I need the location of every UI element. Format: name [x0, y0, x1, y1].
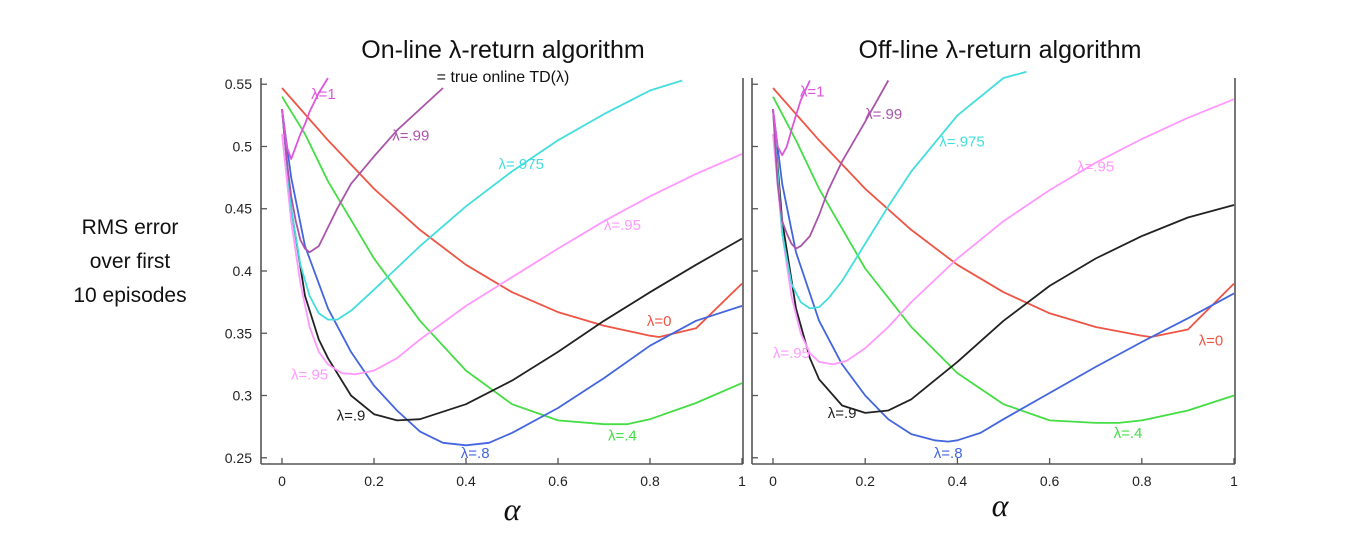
y-tick-label: 0.3: [233, 388, 253, 404]
chart-title: Off-line λ-return algorithm: [859, 36, 1142, 64]
series-line-lambda-9: [772, 109, 1235, 414]
x-tick-label: 0: [769, 473, 777, 489]
x-tick-label: 0.6: [1040, 473, 1060, 489]
online-lambda-return-panel: 0 0.2 0.4 0.6 0.8 1 0.25 0.3 0.35 0.4 0.45 0.5 0.55 λ…: [225, 36, 746, 527]
y-axis-label-line-1: RMS error: [81, 216, 179, 239]
series-line-lambda-975: [772, 70, 1027, 310]
y-tick-label: 0.25: [225, 450, 252, 466]
x-tick-label: 1: [1230, 473, 1238, 489]
x-tick-label: 0.4: [948, 473, 968, 489]
y-tick-label: 0.35: [225, 325, 252, 341]
series-line-lambda-95: [281, 133, 743, 376]
chart-title: On-line λ-return algorithm: [361, 36, 644, 64]
series-line-lambda-9: [281, 109, 743, 422]
curve-label-lambda-95: λ=.95: [291, 366, 328, 383]
x-tick-label: 0.6: [548, 473, 568, 489]
x-axis-label: α: [504, 491, 522, 527]
y-tick-label: 0.5: [233, 138, 253, 154]
curve-label-lambda-975: λ=.975: [498, 156, 543, 173]
curve-label-lambda-4: λ=.4: [608, 427, 637, 444]
chart-subtitle: = true online TD(λ): [437, 69, 570, 86]
y-axis-label-line-2: over first: [89, 250, 171, 273]
curve-label-lambda-95: λ=.95: [773, 345, 810, 362]
series-line-lambda-0: [281, 87, 743, 338]
x-tick-label: 0.4: [456, 473, 476, 489]
series-line-lambda-8: [281, 108, 743, 447]
curve-label-lambda-99: λ=.99: [392, 127, 429, 144]
y-tick-label: 0.45: [225, 201, 252, 217]
offline-lambda-return-panel: 0 0.2 0.4 0.6 0.8 1 λ=1 λ=.99 λ=.975 λ=.95 λ=0 λ=.9…: [751, 36, 1238, 523]
curve-label-lambda-0: λ=0: [1199, 333, 1224, 350]
x-tick-label: 0: [278, 473, 286, 489]
x-tick-label: 0.2: [855, 473, 875, 489]
curve-label-lambda-95: λ=.95: [604, 217, 641, 234]
curve-label-lambda-4: λ=.4: [1114, 425, 1143, 442]
x-axis-label: α: [992, 487, 1010, 523]
x-tick-label: 0.8: [1132, 473, 1152, 489]
curve-label-lambda-99: λ=.99: [865, 106, 902, 123]
curve-label-lambda-1: λ=1: [311, 86, 336, 103]
x-tick-label: 0.8: [640, 473, 660, 489]
curve-label-lambda-1: λ=1: [800, 84, 825, 101]
series-line-lambda-975: [281, 79, 683, 321]
y-axis-label-line-3: 10 episodes: [73, 284, 187, 307]
series-line-lambda-99: [281, 87, 444, 254]
y-tick-label: 0.4: [233, 263, 253, 279]
series-line-lambda-0: [772, 87, 1235, 338]
x-tick-label: 0.2: [364, 473, 384, 489]
y-tick-label: 0.55: [225, 76, 252, 92]
series-line-lambda-1: [281, 77, 329, 160]
curve-label-lambda-0: λ=0: [647, 313, 672, 330]
series-line-lambda-4: [772, 96, 1235, 424]
series-line-lambda-1: [772, 80, 811, 157]
series-line-lambda-4: [281, 96, 743, 426]
x-tick-label: 1: [738, 473, 746, 489]
curve-label-lambda-8: λ=.8: [934, 445, 963, 462]
series-line-lambda-8: [772, 108, 1235, 443]
curve-label-lambda-9: λ=.9: [828, 405, 857, 422]
curve-label-lambda-975: λ=.975: [939, 133, 984, 150]
y-axis-label: RMS error over first 10 episodes: [40, 211, 220, 313]
series-line-lambda-95: [772, 98, 1235, 366]
curve-label-lambda-8: λ=.8: [461, 445, 490, 462]
series-line-lambda-99: [772, 80, 890, 250]
curve-label-lambda-9: λ=.9: [337, 407, 366, 424]
curve-label-lambda-95: λ=.95: [1077, 158, 1114, 175]
